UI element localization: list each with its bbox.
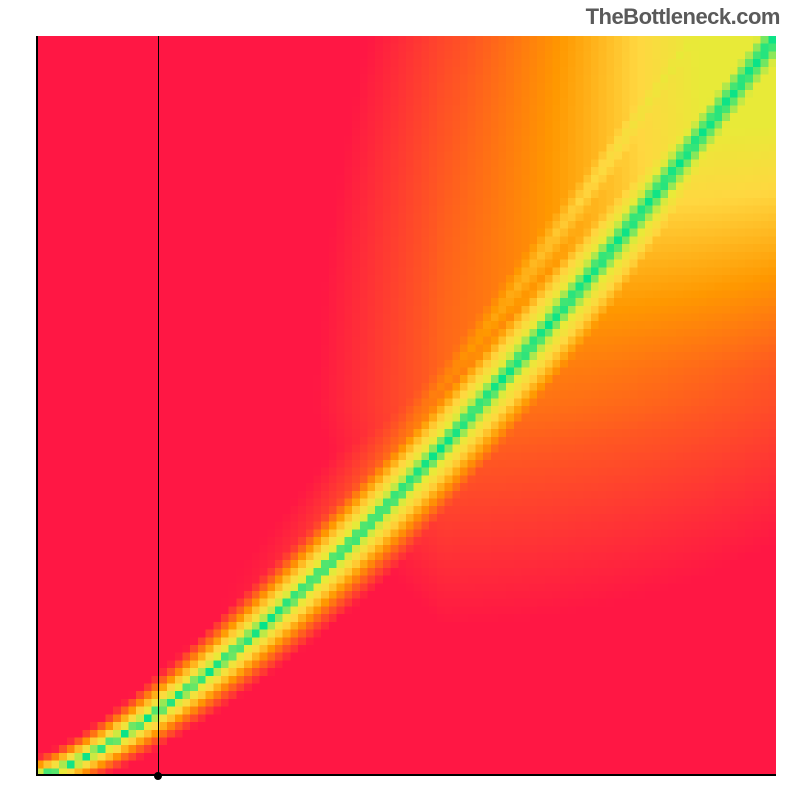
x-axis-line [36,774,776,776]
y-axis-line [36,36,38,776]
watermark-text: TheBottleneck.com [586,4,780,30]
heatmap-plot [36,36,776,776]
heatmap-canvas [36,36,776,776]
marker-dot [154,772,162,780]
heatmap-canvas-wrap [36,36,776,776]
crosshair-vertical [158,36,159,776]
